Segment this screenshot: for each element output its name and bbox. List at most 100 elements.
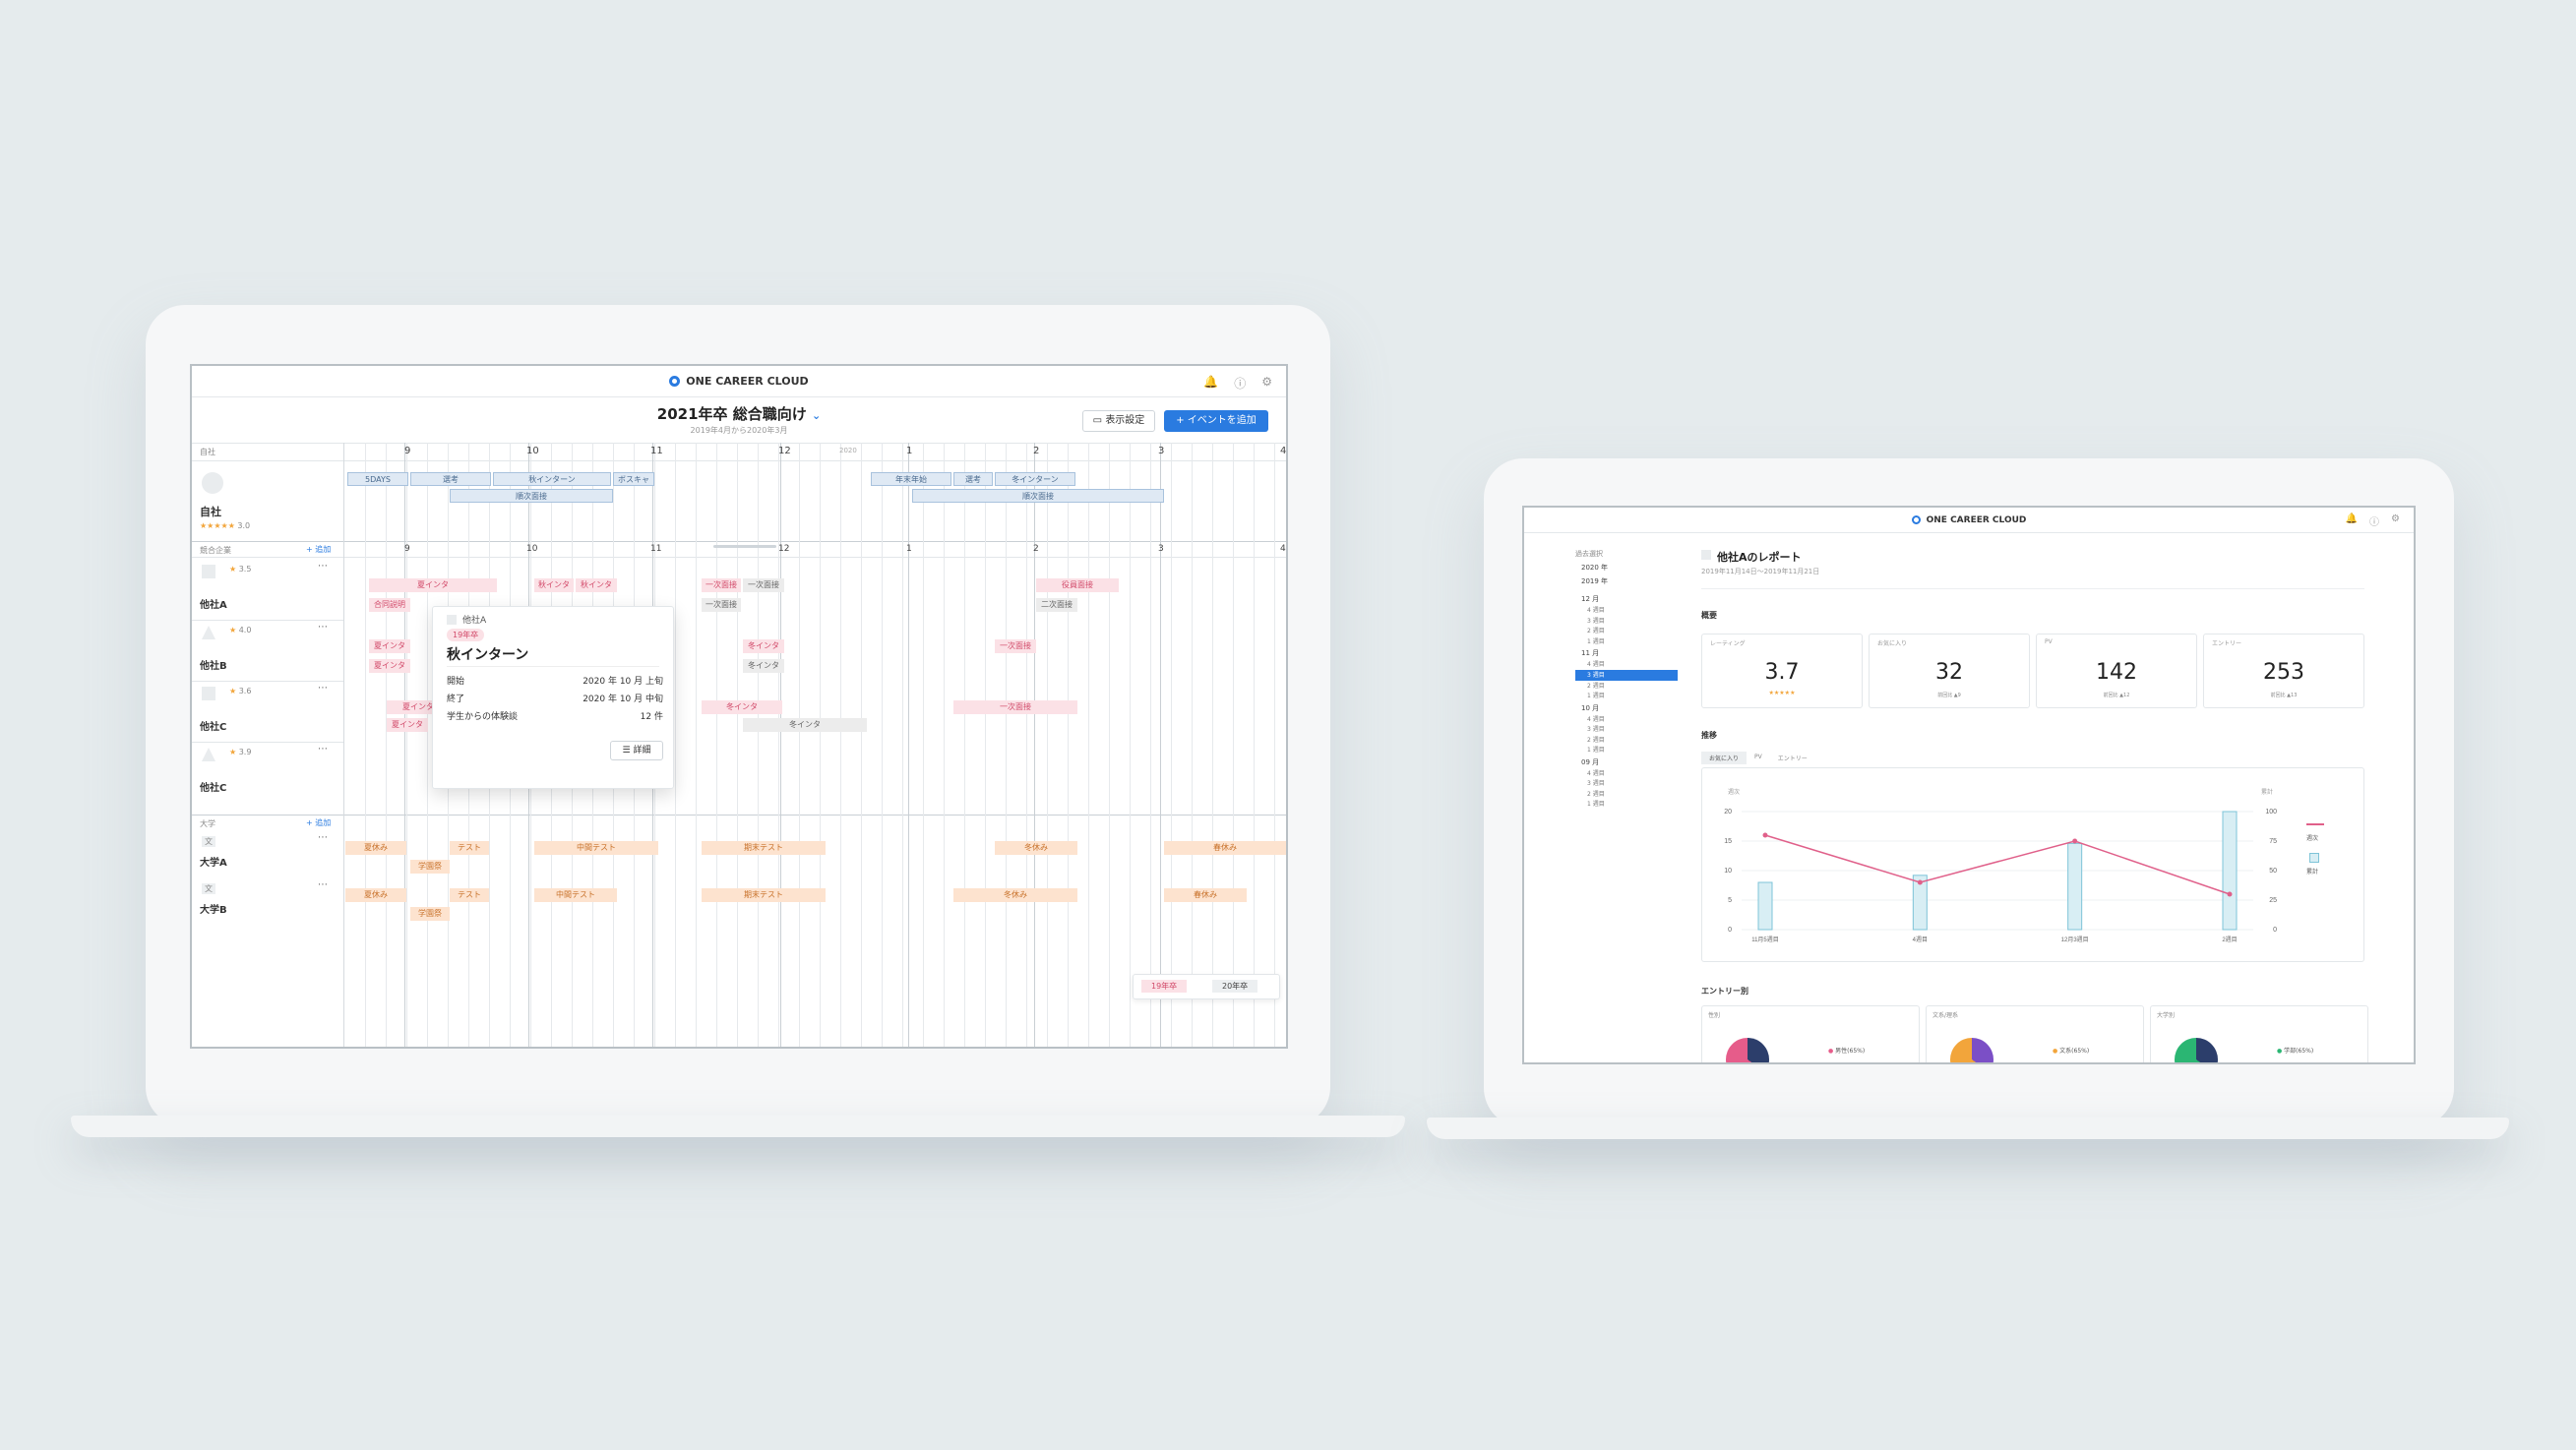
bell-icon[interactable]: 🔔 (2345, 514, 2359, 524)
more-icon[interactable]: ⋯ (318, 832, 328, 843)
gear-icon[interactable]: ⚙ (2391, 514, 2400, 524)
sidebar-item[interactable]: 2 週目 (1587, 736, 1605, 744)
event-bar[interactable]: 役員面接 (1036, 578, 1119, 592)
more-icon[interactable]: ⋯ (318, 879, 328, 890)
event-bar[interactable]: 夏インタ (387, 718, 428, 732)
competitor-row[interactable]: ★ 3.5 ⋯ 他社A (192, 559, 343, 620)
tab-pv[interactable]: PV (1754, 754, 1762, 760)
event-bar[interactable]: 夏インタ (369, 578, 497, 592)
competitor-row[interactable]: ★ 3.6 ⋯ 他社C (192, 681, 343, 742)
event-bar[interactable]: 一次面接 (995, 639, 1036, 653)
event-bar[interactable]: 期末テスト (702, 888, 826, 902)
more-icon[interactable]: ⋯ (318, 622, 328, 633)
sidebar-item[interactable]: 1 週目 (1587, 801, 1605, 808)
university-row[interactable]: 文 ⋯ 大学B (192, 879, 343, 925)
calendar-title[interactable]: 2021年卒 総合職向け ⌄ (656, 405, 822, 423)
event-bar[interactable]: 夏休み (345, 888, 406, 902)
app-logo[interactable]: ONE CAREER CLOUD (669, 375, 809, 388)
university-row[interactable]: 文 ⋯ 大学A (192, 832, 343, 877)
event-bar[interactable]: 学園祭 (410, 860, 450, 874)
event-bar[interactable]: 一次面接 (743, 578, 784, 592)
event-bar[interactable]: 一次面接 (702, 598, 741, 612)
sidebar-item[interactable]: 4 週目 (1587, 661, 1605, 668)
grid-line (964, 443, 965, 1047)
event-bar[interactable]: 冬休み (953, 888, 1077, 902)
event-bar[interactable]: 中間テスト (534, 888, 617, 902)
sidebar-item-selected[interactable]: 3 週目 (1575, 669, 1678, 681)
sidebar-item[interactable]: 4 週目 (1587, 715, 1605, 723)
event-bar[interactable]: 秋インターン (493, 472, 611, 486)
x-tick-label: 12月3週目 (2061, 936, 2089, 943)
event-bar[interactable]: 冬インタ (743, 639, 784, 653)
event-bar[interactable]: 一次面接 (702, 578, 741, 592)
sidebar-item[interactable]: 09 月 (1581, 757, 1600, 766)
event-bar[interactable]: 冬インタ (702, 700, 782, 714)
event-bar[interactable]: 一次面接 (953, 700, 1077, 714)
event-bar[interactable]: 冬インターン (995, 472, 1075, 486)
sidebar-item[interactable]: 4 週目 (1587, 769, 1605, 777)
help-icon[interactable]: ⓘ (1234, 377, 1247, 391)
resize-handle[interactable] (713, 545, 776, 548)
event-bar[interactable]: 選考 (410, 472, 491, 486)
app-logo[interactable]: ONE CAREER CLOUD (1911, 515, 2026, 525)
event-bar[interactable]: 選考 (953, 472, 993, 486)
event-bar[interactable]: 5DAYS (347, 472, 408, 486)
sidebar-item[interactable]: 4 週目 (1587, 607, 1605, 614)
legend-item-19[interactable]: 19年卒 (1141, 980, 1188, 993)
sidebar-item[interactable]: 過去選択 (1575, 550, 1603, 558)
tab-entry[interactable]: エントリー (1777, 755, 1808, 762)
sidebar-item[interactable]: 2 週目 (1587, 628, 1605, 634)
sidebar-item[interactable]: 10 月 (1581, 703, 1600, 712)
own-company-name[interactable]: 自社 (200, 506, 221, 518)
sidebar-item[interactable]: 12 月 (1581, 595, 1600, 603)
event-bar[interactable]: 冬インタ (743, 718, 867, 732)
competitor-row[interactable]: ★ 4.0 ⋯ 他社B (192, 620, 343, 681)
event-bar[interactable]: 期末テスト (702, 841, 826, 855)
event-bar[interactable]: 夏休み (345, 841, 406, 855)
report-period: 2019年11月14日〜2019年11月21日 (1701, 568, 1820, 575)
event-bar[interactable]: 秋インタ (576, 578, 617, 592)
event-bar[interactable]: 二次面接 (1036, 598, 1077, 612)
sidebar-item[interactable]: 2019 年 (1581, 577, 1609, 585)
event-bar[interactable]: テスト (450, 841, 489, 855)
sidebar-item[interactable]: 3 週目 (1587, 780, 1605, 787)
event-bar[interactable]: 春休み (1164, 888, 1247, 902)
sidebar-item[interactable]: 2 週目 (1587, 682, 1605, 690)
event-bar[interactable]: 冬休み (995, 841, 1077, 855)
event-bar[interactable]: 順次面接 (912, 489, 1164, 503)
more-icon[interactable]: ⋯ (318, 561, 328, 572)
popup-detail-button[interactable]: ☰ 詳細 (610, 741, 663, 760)
event-bar[interactable]: 冬インタ (743, 659, 784, 673)
help-icon[interactable]: ⓘ (2369, 517, 2380, 528)
gear-icon[interactable]: ⚙ (1261, 375, 1272, 389)
event-bar[interactable]: 順次面接 (450, 489, 613, 503)
event-bar[interactable]: 年末年始 (871, 472, 951, 486)
event-bar[interactable]: 春休み (1164, 841, 1286, 855)
sidebar-item[interactable]: 11 月 (1581, 649, 1600, 657)
event-bar[interactable]: 夏インタ (369, 639, 410, 653)
event-bar[interactable]: テスト (450, 888, 489, 902)
bell-icon[interactable]: 🔔 (1203, 375, 1219, 389)
event-bar[interactable]: 夏インタ (369, 659, 410, 673)
sidebar-item[interactable]: 2020 年 (1581, 564, 1609, 572)
sidebar-item[interactable]: 3 週目 (1587, 617, 1605, 625)
sidebar-item[interactable]: 3 週目 (1587, 726, 1605, 733)
sidebar-item[interactable]: 1 週目 (1587, 693, 1605, 699)
sidebar-item[interactable]: 1 週目 (1587, 637, 1605, 645)
add-university-button[interactable]: + 追加 (306, 818, 332, 827)
event-bar[interactable]: ボスキャ (613, 472, 654, 486)
sidebar-item[interactable]: 1 週目 (1587, 747, 1605, 754)
display-settings-button[interactable]: ▭ 表示設定 (1082, 410, 1155, 432)
legend-item-20[interactable]: 20年卒 (1212, 980, 1258, 993)
add-competitor-button[interactable]: + 追加 (306, 545, 332, 554)
more-icon[interactable]: ⋯ (318, 683, 328, 694)
add-event-button[interactable]: + イベントを追加 (1164, 410, 1268, 432)
event-bar[interactable]: 中間テスト (534, 841, 658, 855)
event-bar[interactable]: 合同説明 (369, 598, 410, 612)
sidebar-item[interactable]: 2 週目 (1587, 790, 1605, 798)
event-bar[interactable]: 学園祭 (410, 907, 450, 921)
more-icon[interactable]: ⋯ (318, 744, 328, 755)
tab-favorites[interactable]: お気に入り (1701, 752, 1748, 764)
competitor-row[interactable]: ★ 3.9 ⋯ 他社C (192, 742, 343, 803)
event-bar[interactable]: 秋インタ (534, 578, 574, 592)
